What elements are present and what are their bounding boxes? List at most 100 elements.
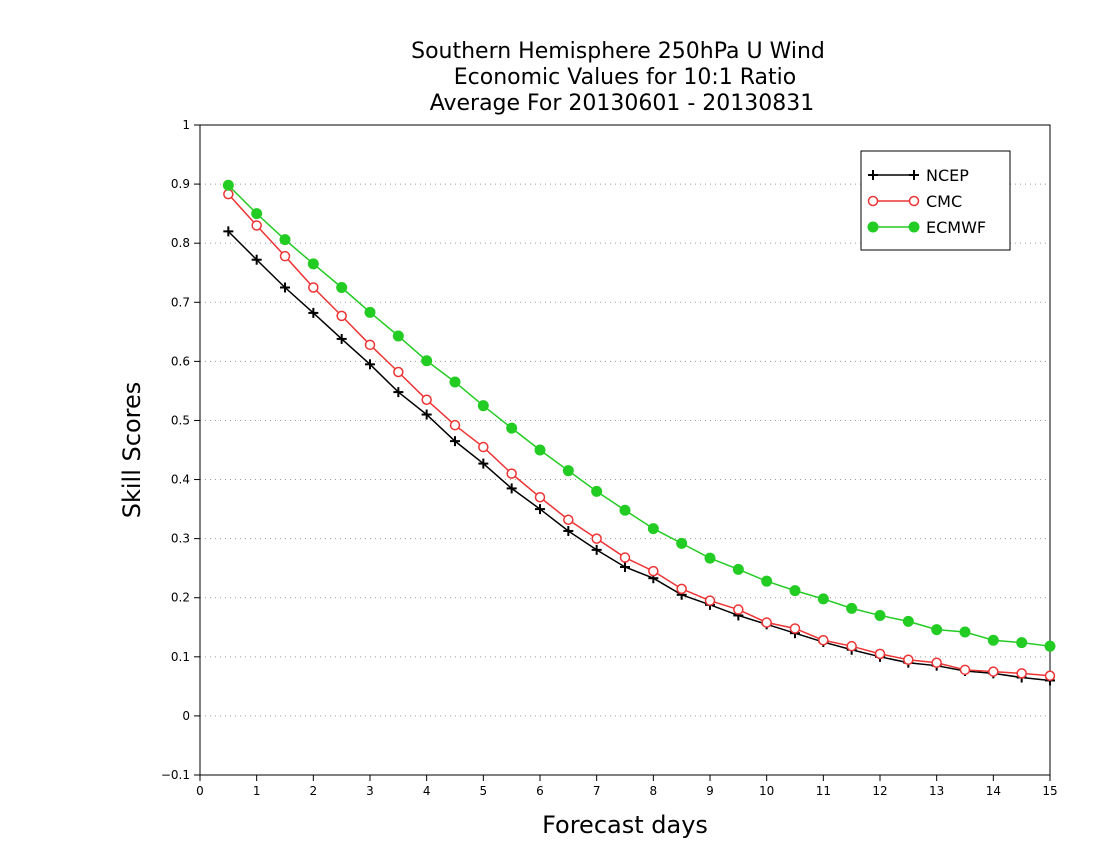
y-tick-label: 0.9 [171,177,190,191]
data-point-ecmwf [732,563,744,575]
data-point-cmc [251,220,262,231]
data-point-ecmwf [761,575,773,587]
data-point-cmc [421,394,432,406]
data-point-ncep [393,387,404,398]
legend-marker [867,221,879,233]
series-layer [222,179,1056,686]
data-point-cmc [931,657,942,668]
y-tick-label: 0.8 [171,236,190,250]
data-point-ncep [308,307,319,318]
data-point-ecmwf [987,634,999,646]
grid-lines [200,183,1050,717]
y-tick-label: 1 [182,118,190,132]
data-point-ecmwf [562,465,574,477]
data-point-ecmwf [392,330,404,342]
data-point-cmc [818,635,829,646]
data-point-ecmwf [817,593,829,605]
data-point-ecmwf [421,355,433,367]
x-tick-label: 6 [536,784,544,798]
data-point-ecmwf [591,485,603,497]
data-point-ncep [506,483,517,494]
series-line-cmc [227,193,1051,677]
data-point-ecmwf [279,234,291,246]
x-tick-label: 9 [706,784,714,798]
data-point-cmc [506,468,517,479]
data-point-ncep [280,282,290,293]
data-point-ecmwf [477,400,489,412]
y-axis: −0.1 0 0.1 0.2 0.3 0.4 0.5 0.6 0.7 0.8 0.9 1 [161,118,200,782]
y-tick-label: 0.4 [171,473,190,487]
data-point-ecmwf [789,585,801,597]
chart-title-line-1: Southern Hemisphere 250hPa U Wind [411,39,825,64]
x-axis-label: Forecast days [542,811,708,839]
data-point-cmc [733,604,744,615]
data-point-ecmwf [959,626,971,638]
x-tick-label: 8 [650,784,658,798]
legend-item-ncep: NCEP [868,166,969,185]
legend-label-ecmwf: ECMWF [926,218,986,237]
y-tick-label: 0.6 [171,354,190,368]
data-point-cmc [279,250,291,262]
x-tick-label: 1 [253,784,261,798]
data-point-cmc [619,552,631,563]
data-point-cmc [676,583,687,595]
y-tick-label: 0.3 [171,532,190,546]
legend-marker [908,221,920,233]
data-point-cmc [449,419,461,431]
data-point-ecmwf [307,258,319,270]
y-tick-label: 0.1 [171,650,190,664]
data-point-ncep [620,562,630,572]
data-point-cmc [789,623,801,634]
data-point-cmc [393,366,404,378]
series-cmc [223,188,1056,681]
x-axis: 0 1 2 3 4 5 6 7 8 9 10 11 12 13 14 15 [196,775,1058,798]
data-point-cmc [704,595,716,606]
y-tick-label: 0.7 [171,295,190,309]
data-point-ecmwf [364,306,376,318]
series-line-ecmwf [227,184,1051,647]
legend-label-ncep: NCEP [926,166,969,185]
x-tick-label: 5 [480,784,488,798]
data-point-cmc [761,617,772,628]
legend-marker [868,170,878,180]
data-point-cmc [478,441,489,453]
data-point-ncep [591,544,602,555]
x-tick-label: 0 [196,784,204,798]
legend-marker [908,195,920,207]
plot-frame [199,124,1051,776]
data-point-ecmwf [704,552,716,564]
data-point-ecmwf [534,444,546,456]
data-point-ncep [478,458,489,469]
data-point-cmc [1016,668,1027,679]
data-point-cmc [988,666,999,677]
x-tick-label: 15 [1042,784,1057,798]
series-ecmwf [222,179,1056,652]
y-axis-label: Skill Scores [118,382,146,519]
x-tick-label: 3 [366,784,374,798]
legend-item-cmc: CMC [867,192,962,211]
y-tick-label: 0.2 [171,591,190,605]
data-point-ncep [365,359,375,370]
x-tick-label: 11 [816,784,831,798]
data-point-ecmwf [931,624,943,636]
x-tick-label: 10 [759,784,774,798]
y-tick-label: 0.5 [171,413,190,427]
y-tick-label: −0.1 [161,768,190,782]
data-point-cmc [959,664,971,676]
data-point-ecmwf [902,615,914,627]
data-point-ecmwf [336,282,348,293]
data-point-cmc [648,565,659,577]
x-tick-label: 2 [310,784,318,798]
data-point-cmc [364,339,376,351]
data-point-ecmwf [1044,640,1056,652]
x-tick-label: 12 [872,784,887,798]
legend-label-cmc: CMC [926,192,962,211]
data-point-ncep [251,254,262,265]
data-point-ecmwf [647,523,659,535]
data-point-cmc [336,310,347,322]
x-tick-label: 7 [593,784,601,798]
legend-marker [867,195,879,207]
legend: NCEP CMC ECMWF [860,150,1011,251]
data-point-ncep [223,226,234,237]
